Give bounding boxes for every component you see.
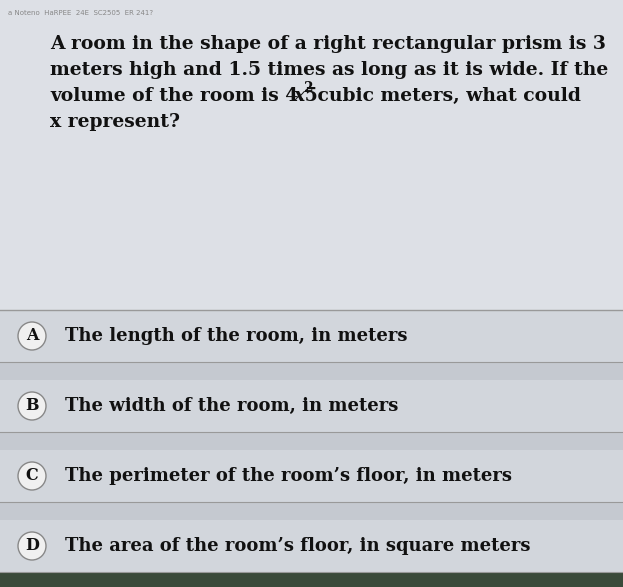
Text: C: C — [26, 467, 39, 484]
Text: The perimeter of the room’s floor, in meters: The perimeter of the room’s floor, in me… — [65, 467, 512, 485]
Text: x represent?: x represent? — [50, 113, 180, 131]
Bar — [0, 380, 623, 432]
Bar — [0, 502, 623, 520]
Text: volume of the room is 4.5: volume of the room is 4.5 — [50, 87, 318, 105]
Text: cubic meters, what could: cubic meters, what could — [310, 87, 581, 105]
Bar — [0, 520, 623, 572]
Text: x: x — [294, 87, 305, 105]
Text: A room in the shape of a right rectangular prism is 3: A room in the shape of a right rectangul… — [50, 35, 606, 53]
Bar — [0, 362, 623, 380]
Circle shape — [18, 392, 46, 420]
Text: meters high and 1.5 times as long as it is wide. If the: meters high and 1.5 times as long as it … — [50, 61, 608, 79]
Bar — [0, 310, 623, 362]
Text: A: A — [26, 328, 38, 345]
Text: The width of the room, in meters: The width of the room, in meters — [65, 397, 398, 415]
Text: The area of the room’s floor, in square meters: The area of the room’s floor, in square … — [65, 537, 531, 555]
Bar — [0, 0, 623, 310]
Text: B: B — [26, 397, 39, 414]
Bar — [0, 432, 623, 450]
Text: a Noteno  HaRPEE  24E  SC2505  ER 241?: a Noteno HaRPEE 24E SC2505 ER 241? — [8, 10, 153, 16]
Text: 2: 2 — [303, 81, 313, 95]
Text: The length of the room, in meters: The length of the room, in meters — [65, 327, 407, 345]
Text: D: D — [25, 538, 39, 555]
Circle shape — [18, 532, 46, 560]
Bar — [0, 572, 623, 587]
Circle shape — [18, 322, 46, 350]
Bar — [0, 450, 623, 502]
Circle shape — [18, 462, 46, 490]
